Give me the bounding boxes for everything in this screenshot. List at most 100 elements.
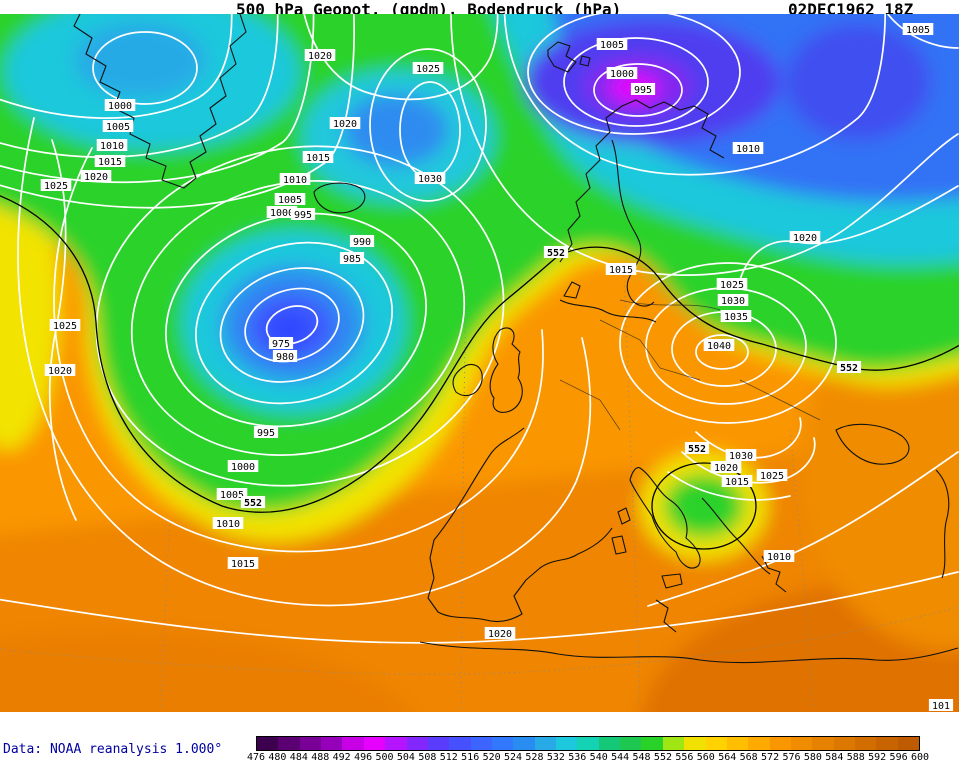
isobar-label: 1020 [48, 366, 72, 377]
isobar-label-box [716, 278, 748, 290]
geopotential-label: 552 [840, 363, 858, 374]
isobar-label-box [49, 319, 81, 331]
isobar-label: 1025 [44, 181, 68, 192]
legend-tick-label: 504 [396, 752, 415, 763]
legend-color-segment [556, 737, 578, 750]
legend-color-segment [513, 737, 535, 750]
isobar-label: 980 [276, 352, 294, 363]
legend-tick-label: 540 [589, 752, 608, 763]
legend-color-segment [299, 737, 322, 750]
legend-tick-label: 572 [761, 752, 780, 763]
isobar-label-box [212, 517, 244, 529]
isobar-label-box [268, 337, 294, 349]
isobar-label-box [725, 449, 757, 461]
isobar-label: 1015 [231, 559, 255, 570]
legend-tick-label: 484 [289, 752, 308, 763]
isobar-label-box [349, 235, 375, 247]
color-scale-legend: 476 480 484 488 492 496 500 504 508 512 516 520 524 5… [247, 736, 929, 764]
isobar-label: 1005 [278, 195, 302, 206]
isobar-label-box [339, 252, 365, 264]
legend-color-segment [342, 737, 364, 750]
country-borders [559, 299, 821, 431]
isobar-label-box [302, 151, 334, 163]
isobar-label-box [721, 475, 753, 487]
isobar-label-box [279, 173, 311, 185]
legend-color-segment [897, 737, 920, 750]
isobar-label: 1000 [610, 69, 634, 80]
legend-color-segment [726, 737, 749, 750]
legend-color-segment [534, 737, 557, 750]
isobar-label: 975 [272, 339, 290, 350]
legend-tick-label: 576 [782, 752, 801, 763]
geopotential-label-box [836, 361, 862, 373]
legend-color-segment [812, 737, 834, 750]
isobar-label: 1020 [714, 463, 738, 474]
isobar-label: 1015 [98, 157, 122, 168]
isobar-label-box [80, 170, 112, 182]
isobar-label-box [44, 364, 76, 376]
isobar-label-box [227, 460, 259, 472]
isobar-label-box [717, 294, 749, 306]
isobar-label-box [732, 142, 764, 154]
isobar-label-box [96, 139, 128, 151]
legend-color-segment [278, 737, 300, 750]
isobar-label-box [756, 469, 788, 481]
isobar-label-box [720, 310, 752, 322]
legend-color-segment [577, 737, 599, 750]
isobar-label-box [763, 550, 795, 562]
isobar-label-box [304, 49, 336, 61]
legend-tick-label: 496 [354, 752, 373, 763]
legend-bar [256, 736, 920, 751]
weather-map: 1020102510301005100099510051000100510101… [0, 0, 959, 712]
geopotential-label-box [543, 246, 569, 258]
legend-tick-label: 492 [332, 752, 351, 763]
data-source-line: Data: NOAA reanalysis 1.000° [3, 742, 223, 757]
legend-color-segment [257, 737, 279, 750]
legend-tick-label: 516 [461, 752, 480, 763]
coastlines [73, 14, 959, 664]
isobar-label: 1015 [725, 477, 749, 488]
legend-tick-label: 548 [632, 752, 651, 763]
legend-tick-label: 568 [739, 752, 758, 763]
isobar-label: 1030 [721, 296, 745, 307]
isobar-label: 1015 [306, 153, 330, 164]
isobar-label-box [703, 339, 735, 351]
isobar-label: 1030 [729, 451, 753, 462]
isobar-label-box [290, 208, 316, 220]
geopotential-label: 552 [688, 444, 706, 455]
isobar-label: 1020 [308, 51, 332, 62]
legend-color-segment [662, 737, 685, 750]
isobar-lines [0, 0, 958, 643]
isobar-label-box [596, 38, 628, 50]
isobar-label: 1025 [416, 64, 440, 75]
legend-color-segment [470, 737, 492, 750]
legend-color-segment [684, 737, 706, 750]
isobar-label: 1010 [736, 144, 760, 155]
legend-labels: 476 480 484 488 492 496 500 504 508 512 516 520 524 5… [247, 752, 929, 764]
legend-tick-label: 584 [825, 752, 844, 763]
isobar-label: 1010 [100, 141, 124, 152]
legend-color-segment [769, 737, 791, 750]
legend-tick-label: 476 [246, 752, 266, 763]
geopotential-label: 552 [244, 498, 262, 509]
legend-tick-label: 520 [482, 752, 501, 763]
isobar-label: 1015 [609, 265, 633, 276]
legend-tick-label: 552 [653, 752, 672, 763]
isobar-label: 1010 [216, 519, 240, 530]
isobar-label: 1025 [720, 280, 744, 291]
legend-tick-label: 512 [439, 752, 458, 763]
isobar-label: 1020 [84, 172, 108, 183]
isobar-label: 1040 [707, 341, 731, 352]
isobar-label-box [606, 67, 638, 79]
isobar-label-box [104, 99, 136, 111]
isobar-label: 1010 [767, 552, 791, 563]
isobar-label: 1020 [793, 233, 817, 244]
isobar-label-box [928, 699, 954, 711]
isobar-label: 1000 [108, 101, 132, 112]
geopotential-label: 552 [547, 248, 565, 259]
isobar-label-box [102, 120, 134, 132]
legend-color-segment [641, 737, 663, 750]
legend-color-segment [385, 737, 407, 750]
isobar-label-box [414, 172, 446, 184]
